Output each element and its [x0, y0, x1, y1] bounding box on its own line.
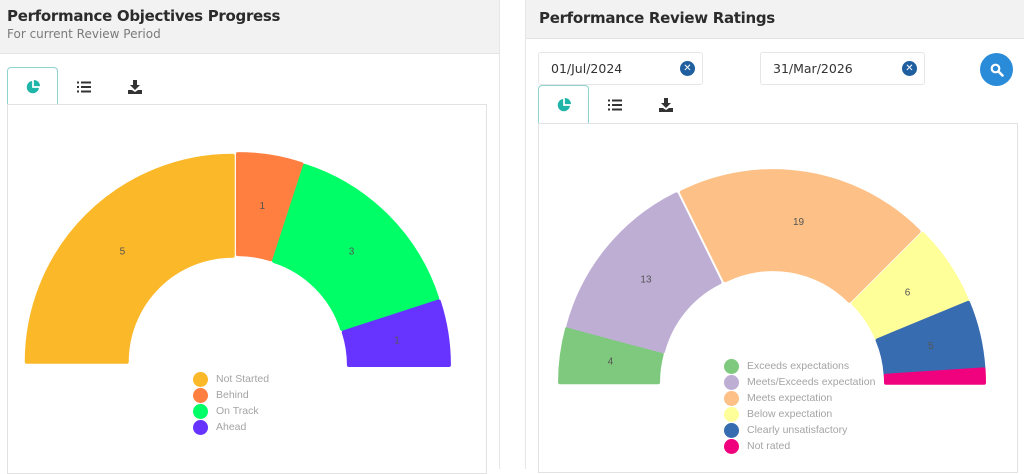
slice-value-label: 4: [608, 357, 614, 368]
legend-label: Exceeds expectations: [747, 360, 850, 372]
view-tabs: [7, 67, 160, 106]
view-tabs: [538, 85, 691, 124]
tab-list[interactable]: [589, 85, 640, 123]
date-to-value: 31/Mar/2026: [773, 61, 853, 76]
slice-value-label: 6: [905, 287, 911, 298]
legend-color-swatch: [724, 438, 739, 454]
legend-color-swatch: [193, 387, 208, 403]
slice-value-label: 3: [349, 246, 355, 257]
legend-label: Behind: [216, 389, 249, 401]
tab-download[interactable]: [109, 67, 160, 105]
legend-label: Not rated: [747, 440, 791, 452]
panel-title: Performance Objectives Progress: [7, 7, 281, 25]
chart-slice[interactable]: [679, 169, 921, 303]
search-button[interactable]: [980, 53, 1013, 86]
date-from-field[interactable]: 01/Jul/2024 ✕: [538, 52, 703, 85]
slice-value-label: 5: [120, 246, 126, 257]
legend-color-swatch: [193, 371, 208, 387]
legend-color-swatch: [193, 403, 208, 419]
panel-header: Performance Objectives Progress For curr…: [0, 0, 499, 54]
legend-color-swatch: [724, 406, 739, 422]
chart-slice[interactable]: [558, 326, 664, 385]
tab-download[interactable]: [640, 85, 691, 123]
legend-label: Not Started: [216, 373, 270, 385]
legend-item[interactable]: Ahead: [193, 419, 269, 435]
legend-item[interactable]: Clearly unsatisfactory: [724, 422, 875, 438]
panel-subtitle: For current Review Period: [7, 27, 161, 41]
chart-legend: Exceeds expectations Meets/Exceeds expect…: [724, 358, 875, 454]
legend-item[interactable]: Not Started: [193, 371, 269, 387]
legend-color-swatch: [724, 358, 739, 374]
chart-slice[interactable]: [341, 299, 451, 368]
chart-slice[interactable]: [24, 153, 235, 364]
legend-label: Ahead: [216, 421, 247, 433]
download-icon: [658, 97, 673, 112]
list-icon: [76, 81, 91, 92]
download-icon: [127, 79, 142, 94]
legend-color-swatch: [724, 390, 739, 406]
legend-item[interactable]: Meets expectation: [724, 390, 875, 406]
pie-chart-icon: [557, 98, 571, 112]
date-from-value: 01/Jul/2024: [551, 61, 623, 76]
chart-slice[interactable]: [851, 232, 970, 341]
objectives-progress-panel: Performance Objectives Progress For curr…: [0, 0, 500, 474]
objectives-donut-chart: 5 1 3 1: [24, 152, 451, 368]
slice-value-label: 19: [793, 217, 805, 228]
legend-label: Clearly unsatisfactory: [747, 424, 848, 436]
panel-header: Performance Review Ratings: [526, 0, 1024, 39]
clear-icon[interactable]: ✕: [902, 61, 917, 76]
clear-icon[interactable]: ✕: [680, 61, 695, 76]
chart-legend: Not Started Behind On Track Ahead: [193, 371, 269, 435]
slice-value-label: 13: [640, 275, 652, 286]
legend-item[interactable]: On Track: [193, 403, 269, 419]
chart-slice[interactable]: [566, 192, 722, 354]
legend-item[interactable]: Below expectation: [724, 406, 875, 422]
date-to-field[interactable]: 31/Mar/2026 ✕: [760, 52, 925, 85]
chart-slice[interactable]: [235, 152, 304, 262]
slice-value-label: 5: [928, 341, 934, 352]
legend-item[interactable]: Meets/Exceeds expectation: [724, 374, 875, 390]
panel-title: Performance Review Ratings: [539, 9, 775, 27]
legend-color-swatch: [724, 374, 739, 390]
tab-chart[interactable]: [7, 67, 58, 106]
chart-slice[interactable]: [271, 163, 440, 332]
legend-color-swatch: [724, 422, 739, 438]
search-icon: [990, 63, 1004, 77]
legend-label: Meets/Exceeds expectation: [747, 376, 876, 388]
pie-chart-icon: [26, 80, 40, 94]
legend-item[interactable]: Exceeds expectations: [724, 358, 875, 374]
legend-color-swatch: [193, 419, 208, 435]
legend-item[interactable]: Not rated: [724, 438, 875, 454]
legend-item[interactable]: Behind: [193, 387, 269, 403]
tab-list[interactable]: [58, 67, 109, 105]
slice-value-label: 1: [394, 336, 400, 347]
slice-value-label: 1: [260, 201, 266, 212]
list-icon: [607, 99, 622, 110]
legend-label: Below expectation: [747, 408, 833, 420]
chart-slice[interactable]: [883, 367, 986, 385]
legend-label: On Track: [216, 405, 259, 417]
legend-label: Meets expectation: [747, 392, 833, 404]
tab-chart[interactable]: [538, 85, 589, 124]
